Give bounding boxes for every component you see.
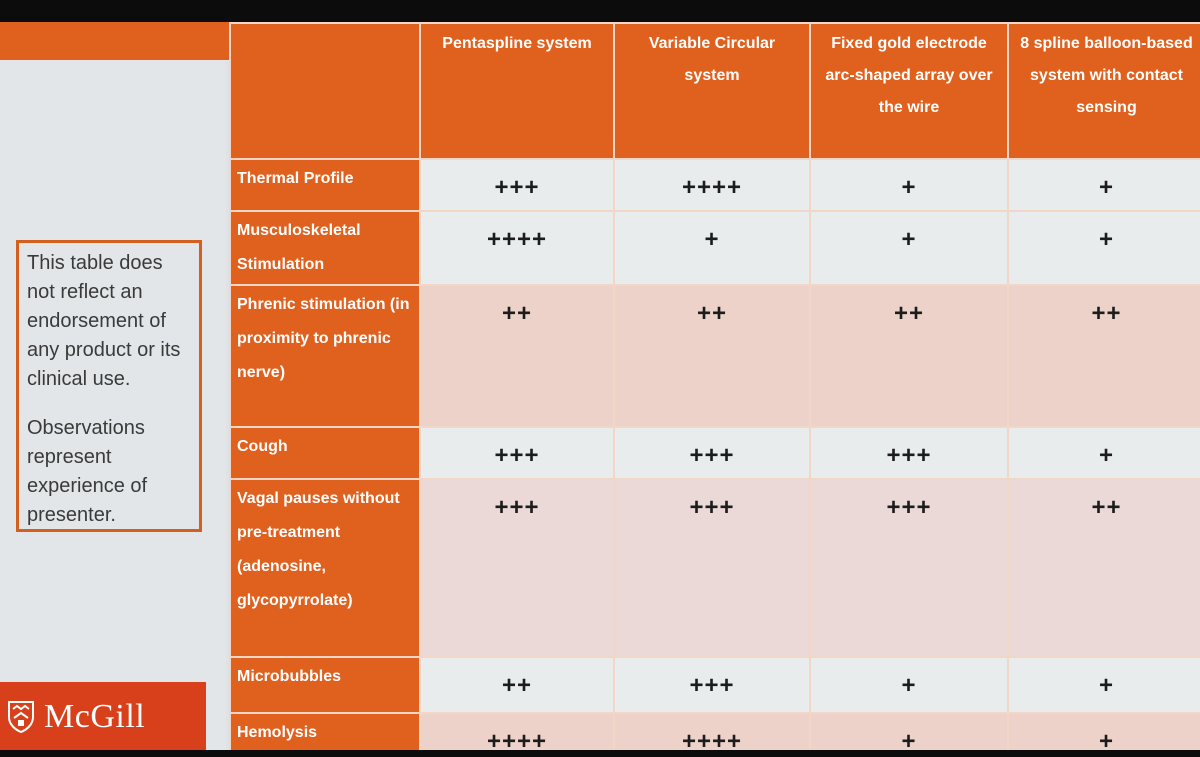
- disclaimer-text: This table does not reflect an endorseme…: [27, 252, 181, 390]
- table-row: Cough +++ +++ +++ +: [229, 426, 1200, 480]
- table-row: Phrenic stimulation (in proximity to phr…: [229, 284, 1200, 428]
- rating-cell: +: [1007, 158, 1200, 212]
- rating-cell: ++: [613, 284, 811, 428]
- rating-cell: ++: [1007, 284, 1200, 428]
- rating-cell: +: [1007, 210, 1200, 286]
- rating-cell: +: [1007, 656, 1200, 714]
- table-row: Musculoskeletal Stimulation ++++ + + +: [229, 210, 1200, 286]
- row-header: Musculoskeletal Stimulation: [229, 210, 421, 286]
- rating-cell: +: [613, 210, 811, 286]
- table-row: Vagal pauses without pre-treatment (aden…: [229, 478, 1200, 658]
- rating-cell: +: [1007, 712, 1200, 750]
- column-header: Variable Circular system: [613, 22, 811, 160]
- rating-cell: ++++: [419, 210, 615, 286]
- left-panel: [0, 60, 226, 750]
- rating-cell: +++: [419, 426, 615, 480]
- row-header: Microbubbles: [229, 656, 421, 714]
- rating-cell: ++: [1007, 478, 1200, 658]
- rating-cell: +++: [613, 478, 811, 658]
- table-row: Thermal Profile +++ ++++ + +: [229, 158, 1200, 212]
- column-header: 8 spline balloon-based system with conta…: [1007, 22, 1200, 160]
- rating-cell: +++: [809, 478, 1009, 658]
- disclaimer-note: Observations represent experience of pre…: [27, 417, 148, 526]
- rating-cell: ++++: [613, 712, 811, 750]
- rating-cell: +: [809, 158, 1009, 212]
- column-header: Pentaspline system: [419, 22, 615, 160]
- header-row: Pentaspline system Variable Circular sys…: [229, 22, 1200, 160]
- row-header: Hemolysis: [229, 712, 421, 750]
- rating-cell: +++: [419, 158, 615, 212]
- rating-cell: ++: [809, 284, 1009, 428]
- top-accent-bar: [0, 22, 230, 60]
- table-row: Microbubbles ++ +++ + +: [229, 656, 1200, 714]
- rating-cell: +++: [613, 656, 811, 714]
- rating-cell: ++: [419, 656, 615, 714]
- rating-cell: +: [809, 656, 1009, 714]
- corner-cell: [229, 22, 421, 160]
- row-header: Cough: [229, 426, 421, 480]
- shield-icon: [8, 701, 34, 733]
- comparison-table: Pentaspline system Variable Circular sys…: [229, 22, 1200, 750]
- rating-cell: ++++: [419, 712, 615, 750]
- row-header: Vagal pauses without pre-treatment (aden…: [229, 478, 421, 658]
- row-header: Phrenic stimulation (in proximity to phr…: [229, 284, 421, 428]
- rating-cell: +++: [809, 426, 1009, 480]
- rating-cell: +: [809, 210, 1009, 286]
- row-header: Thermal Profile: [229, 158, 421, 212]
- rating-cell: ++: [419, 284, 615, 428]
- rating-cell: ++++: [613, 158, 811, 212]
- slide: This table does not reflect an endorseme…: [0, 22, 1200, 750]
- rating-cell: +++: [613, 426, 811, 480]
- mcgill-logo: McGill: [0, 682, 206, 750]
- column-header: Fixed gold electrode arc-shaped array ov…: [809, 22, 1009, 160]
- table-row: Hemolysis ++++ ++++ + +: [229, 712, 1200, 750]
- rating-cell: +++: [419, 478, 615, 658]
- disclaimer-box: This table does not reflect an endorseme…: [16, 240, 202, 532]
- rating-cell: +: [1007, 426, 1200, 480]
- rating-cell: +: [809, 712, 1009, 750]
- logo-text: McGill: [44, 698, 146, 735]
